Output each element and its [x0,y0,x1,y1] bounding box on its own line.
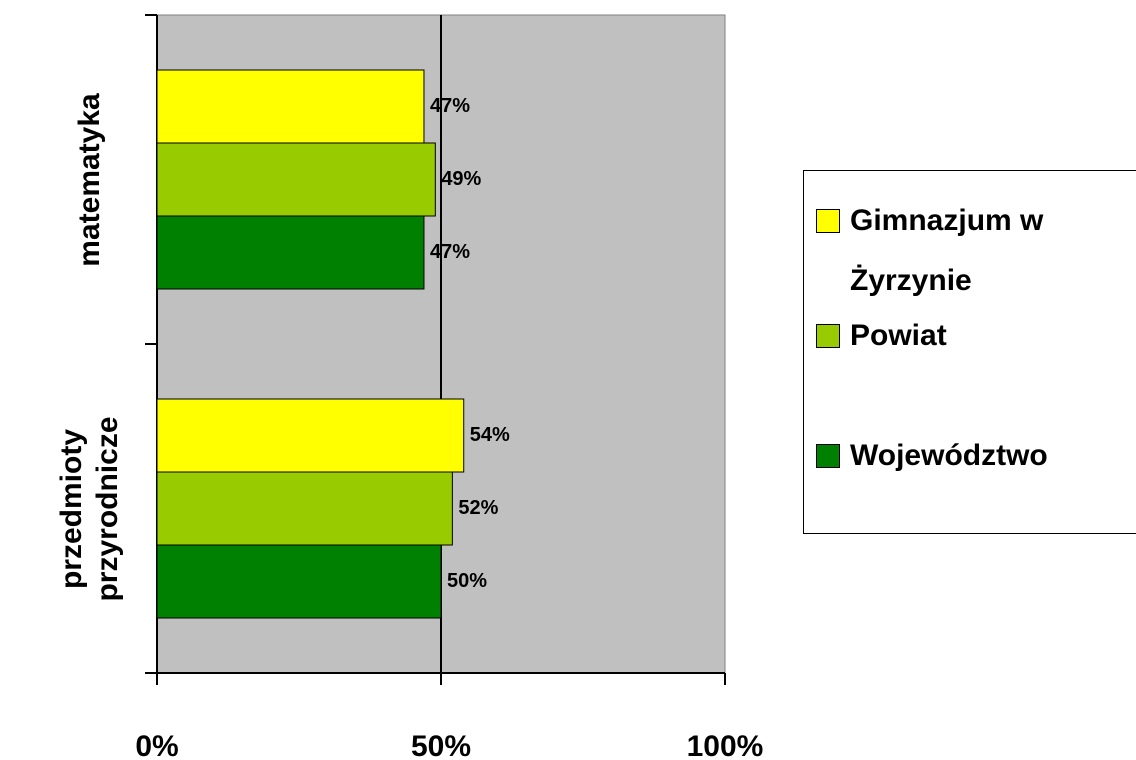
legend-swatch [816,209,840,233]
legend-item: Województwo [816,426,1136,486]
value-label: 50% [447,570,487,592]
legend-label: Powiat [850,319,947,352]
bar [156,398,465,473]
value-label: 47% [430,241,470,263]
legend-label: Gimnazjum w Żyrzynie [850,204,1044,297]
bar [156,471,453,546]
legend: Gimnazjum w Żyrzynie Powiat Województwo [803,170,1136,534]
bar [156,142,436,217]
legend-item: Gimnazjum w Żyrzynie [816,191,1136,311]
category-label: matematyka [73,92,106,267]
value-label: 49% [441,168,481,190]
x-tick-label: 0% [135,730,178,760]
bar [156,544,442,619]
legend-label: Województwo [850,439,1048,472]
bar [156,69,425,144]
legend-item: Powiat [816,306,1136,366]
value-label: 47% [430,95,470,117]
x-tick-label: 50% [411,730,471,760]
bar [156,215,425,290]
value-label: 52% [458,497,498,519]
legend-swatch [816,444,840,468]
value-label: 54% [470,424,510,446]
x-tick-label: 100% [687,730,764,760]
legend-swatch [816,324,840,348]
category-label: przedmioty przyrodnicze [55,415,124,602]
